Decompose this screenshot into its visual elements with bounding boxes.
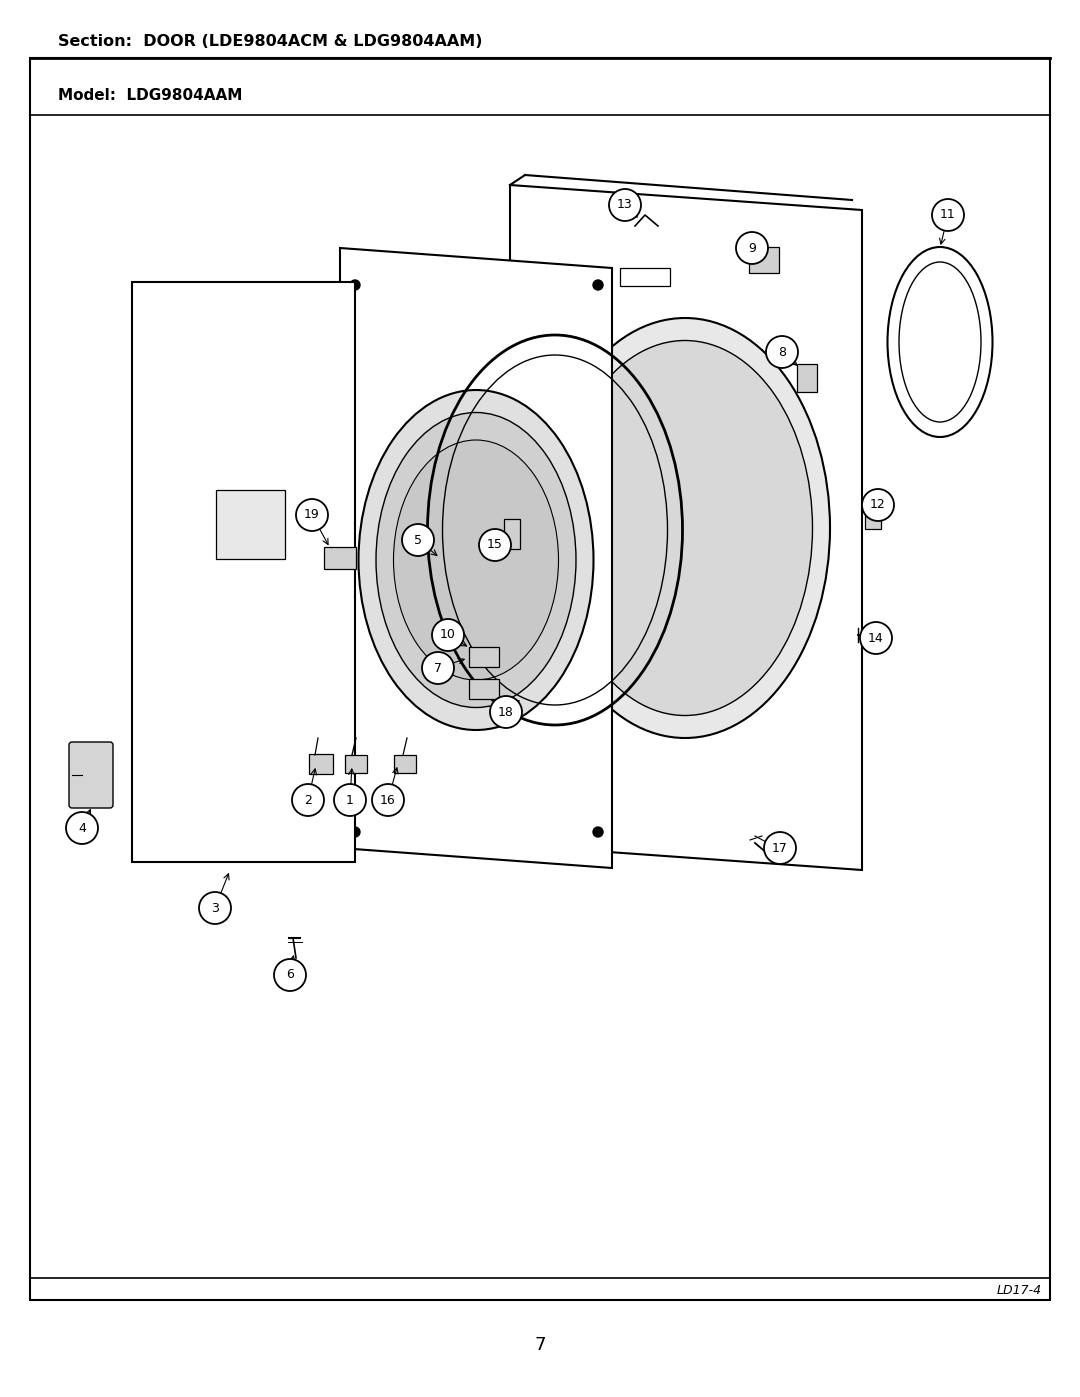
FancyBboxPatch shape: [750, 247, 779, 272]
Text: 10: 10: [440, 629, 456, 641]
Text: 16: 16: [380, 793, 396, 806]
Circle shape: [372, 784, 404, 816]
Circle shape: [860, 622, 892, 654]
Text: 8: 8: [778, 345, 786, 359]
Circle shape: [432, 619, 464, 651]
Circle shape: [480, 529, 511, 562]
Circle shape: [292, 784, 324, 816]
Text: 7: 7: [535, 1336, 545, 1354]
Polygon shape: [340, 249, 612, 868]
Text: 13: 13: [617, 198, 633, 211]
Circle shape: [296, 499, 328, 531]
FancyBboxPatch shape: [797, 365, 816, 393]
Circle shape: [66, 812, 98, 844]
Text: 5: 5: [414, 534, 422, 546]
FancyBboxPatch shape: [394, 754, 416, 773]
Text: Model:  LDG9804AAM: Model: LDG9804AAM: [58, 88, 242, 102]
Text: 14: 14: [868, 631, 883, 644]
Ellipse shape: [393, 440, 558, 680]
Text: 19: 19: [305, 509, 320, 521]
Bar: [620, 268, 670, 286]
Text: LD17-4: LD17-4: [997, 1284, 1042, 1296]
Text: 15: 15: [487, 538, 503, 552]
FancyBboxPatch shape: [504, 520, 519, 549]
FancyBboxPatch shape: [216, 490, 285, 559]
Text: 4: 4: [78, 821, 86, 834]
Text: 18: 18: [498, 705, 514, 718]
Text: 3: 3: [211, 901, 219, 915]
Circle shape: [334, 784, 366, 816]
FancyBboxPatch shape: [309, 754, 333, 774]
Ellipse shape: [359, 390, 594, 731]
Text: 12: 12: [870, 499, 886, 511]
Text: 2: 2: [305, 793, 312, 806]
FancyBboxPatch shape: [469, 679, 499, 698]
Text: 6: 6: [286, 968, 294, 982]
Circle shape: [593, 827, 603, 837]
FancyBboxPatch shape: [469, 647, 499, 666]
Bar: [30, 59, 1050, 1301]
Circle shape: [350, 279, 360, 291]
Circle shape: [593, 279, 603, 291]
Circle shape: [199, 893, 231, 923]
FancyBboxPatch shape: [865, 499, 881, 529]
Circle shape: [274, 958, 306, 990]
Circle shape: [932, 198, 964, 231]
FancyBboxPatch shape: [324, 548, 356, 569]
Ellipse shape: [376, 412, 576, 707]
Text: 1: 1: [346, 793, 354, 806]
Ellipse shape: [557, 341, 812, 715]
Circle shape: [490, 696, 522, 728]
Polygon shape: [510, 184, 862, 870]
Text: 9: 9: [748, 242, 756, 254]
Circle shape: [764, 833, 796, 863]
Text: 7: 7: [434, 662, 442, 675]
Text: 11: 11: [940, 208, 956, 222]
FancyBboxPatch shape: [345, 754, 367, 773]
FancyBboxPatch shape: [69, 742, 113, 807]
Text: 17: 17: [772, 841, 788, 855]
Circle shape: [350, 827, 360, 837]
Circle shape: [402, 524, 434, 556]
Circle shape: [766, 337, 798, 367]
Polygon shape: [132, 282, 355, 862]
Circle shape: [862, 489, 894, 521]
Ellipse shape: [540, 319, 831, 738]
Circle shape: [735, 232, 768, 264]
Text: Section:  DOOR (LDE9804ACM & LDG9804AAM): Section: DOOR (LDE9804ACM & LDG9804AAM): [58, 35, 483, 49]
Circle shape: [609, 189, 642, 221]
Circle shape: [422, 652, 454, 685]
